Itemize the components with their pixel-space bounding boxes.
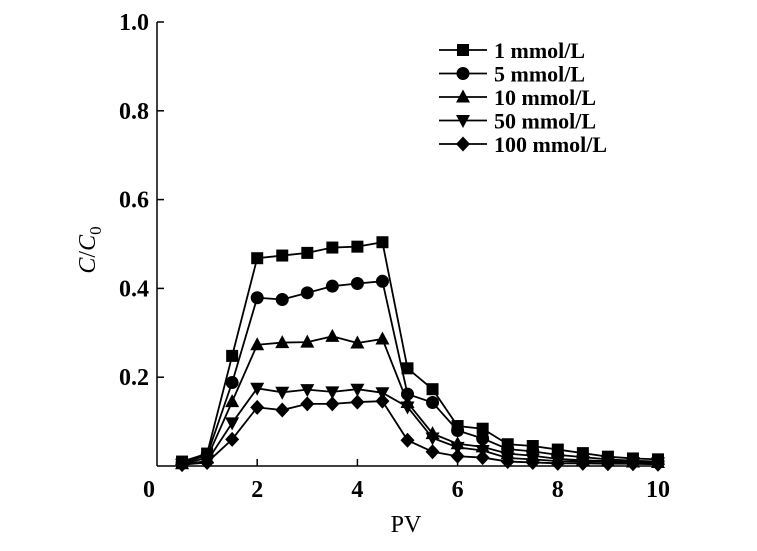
legend-marker — [456, 89, 470, 103]
legend-label: 100 mmol/L — [494, 132, 607, 157]
data-point-100-mmol-l — [350, 394, 365, 410]
data-point-50-mmol-l — [250, 382, 265, 396]
data-point-10-mmol-l — [325, 328, 340, 342]
legend-label: 10 mmol/L — [494, 85, 596, 110]
y-tick-label: 0.2 — [119, 365, 149, 391]
data-point-50-mmol-l — [325, 386, 340, 400]
data-point-1-mmol-l — [476, 422, 489, 435]
data-point-1-mmol-l — [426, 383, 439, 396]
data-point-100-mmol-l — [450, 448, 465, 464]
data-point-5-mmol-l — [401, 387, 414, 401]
data-point-10-mmol-l — [300, 334, 315, 348]
data-point-1-mmol-l — [401, 362, 414, 375]
x-tick-label: 2 — [251, 477, 263, 503]
data-point-10-mmol-l — [250, 337, 265, 351]
data-point-100-mmol-l — [575, 455, 590, 471]
data-point-100-mmol-l — [250, 399, 265, 415]
legend-label: 5 mmol/L — [494, 62, 585, 87]
y-tick-label: 0.4 — [119, 276, 149, 302]
data-point-100-mmol-l — [275, 402, 290, 418]
data-point-50-mmol-l — [350, 383, 365, 397]
axes: 0 2 4 6 8 10 0.2 0.4 0.6 0.8 1.0 — [119, 10, 670, 503]
data-point-1-mmol-l — [226, 349, 239, 362]
data-point-50-mmol-l — [400, 401, 415, 415]
data-point-50-mmol-l — [450, 441, 465, 455]
data-point-1-mmol-l — [376, 236, 389, 249]
data-point-10-mmol-l — [375, 331, 390, 345]
y-tick-label: 1.0 — [119, 10, 149, 36]
data-point-5-mmol-l — [300, 286, 314, 300]
data-point-100-mmol-l — [600, 456, 615, 472]
series-100-mmol-l — [175, 393, 665, 473]
data-point-100-mmol-l — [200, 454, 215, 470]
data-point-1-mmol-l — [276, 249, 289, 262]
legend-item-100-mmol-l: 100 mmol/L — [439, 132, 607, 157]
data-point-10-mmol-l — [275, 335, 290, 349]
data-point-100-mmol-l — [375, 393, 390, 409]
x-tick-label: 8 — [552, 477, 564, 503]
data-point-5-mmol-l — [275, 293, 289, 306]
data-point-100-mmol-l — [300, 396, 315, 412]
series-5-mmol-l — [175, 274, 665, 470]
legend-marker — [456, 67, 470, 80]
series-line-10-mmol-l — [181, 335, 659, 465]
data-point-50-mmol-l — [225, 417, 240, 431]
y-axis-title: C/C0 — [75, 226, 105, 273]
data-point-1-mmol-l — [251, 252, 264, 265]
legend-label: 1 mmol/L — [494, 38, 585, 63]
series-line-5-mmol-l — [181, 280, 659, 464]
legend-item-5-mmol-l: 5 mmol/L — [439, 62, 585, 87]
data-point-100-mmol-l — [325, 396, 340, 412]
data-point-5-mmol-l — [476, 431, 490, 445]
legend-item-10-mmol-l: 10 mmol/L — [439, 85, 596, 110]
y-tick-label: 0.6 — [119, 188, 149, 214]
data-point-100-mmol-l — [400, 432, 415, 448]
data-point-100-mmol-l — [425, 444, 440, 460]
x-tick-label: 4 — [351, 477, 363, 503]
legend-marker — [456, 115, 470, 128]
series-layer — [175, 236, 665, 473]
data-point-5-mmol-l — [250, 291, 264, 305]
data-point-100-mmol-l — [175, 457, 190, 473]
data-point-100-mmol-l — [500, 454, 515, 470]
x-tick-label: 10 — [646, 477, 670, 503]
data-point-1-mmol-l — [301, 246, 314, 259]
data-point-5-mmol-l — [451, 423, 465, 437]
data-point-100-mmol-l — [651, 456, 665, 472]
legend-label: 50 mmol/L — [494, 109, 596, 134]
data-point-5-mmol-l — [375, 274, 389, 288]
data-point-10-mmol-l — [225, 394, 240, 408]
series-1-mmol-l — [176, 236, 664, 468]
x-tick-label: 6 — [452, 477, 464, 503]
data-point-10-mmol-l — [350, 335, 365, 349]
y-tick-label: 0.8 — [119, 99, 149, 125]
data-point-1-mmol-l — [326, 241, 339, 254]
legend-item-1-mmol-l: 1 mmol/L — [439, 38, 585, 63]
data-point-5-mmol-l — [225, 376, 239, 390]
data-point-100-mmol-l — [625, 456, 640, 472]
data-point-5-mmol-l — [325, 279, 339, 293]
data-point-5-mmol-l — [426, 396, 440, 410]
x-axis-title: PV — [391, 512, 422, 538]
legend-marker — [456, 136, 470, 152]
legend-item-50-mmol-l: 50 mmol/L — [439, 109, 596, 134]
data-point-50-mmol-l — [425, 432, 440, 446]
data-point-100-mmol-l — [550, 455, 565, 471]
data-point-50-mmol-l — [275, 386, 290, 400]
data-point-50-mmol-l — [300, 384, 315, 398]
data-point-100-mmol-l — [525, 454, 540, 470]
x-tick-label: 0 — [143, 477, 155, 503]
legend-marker — [457, 44, 469, 56]
data-point-100-mmol-l — [225, 431, 240, 447]
data-point-1-mmol-l — [351, 240, 364, 253]
data-point-5-mmol-l — [350, 277, 364, 291]
data-point-100-mmol-l — [475, 450, 490, 466]
